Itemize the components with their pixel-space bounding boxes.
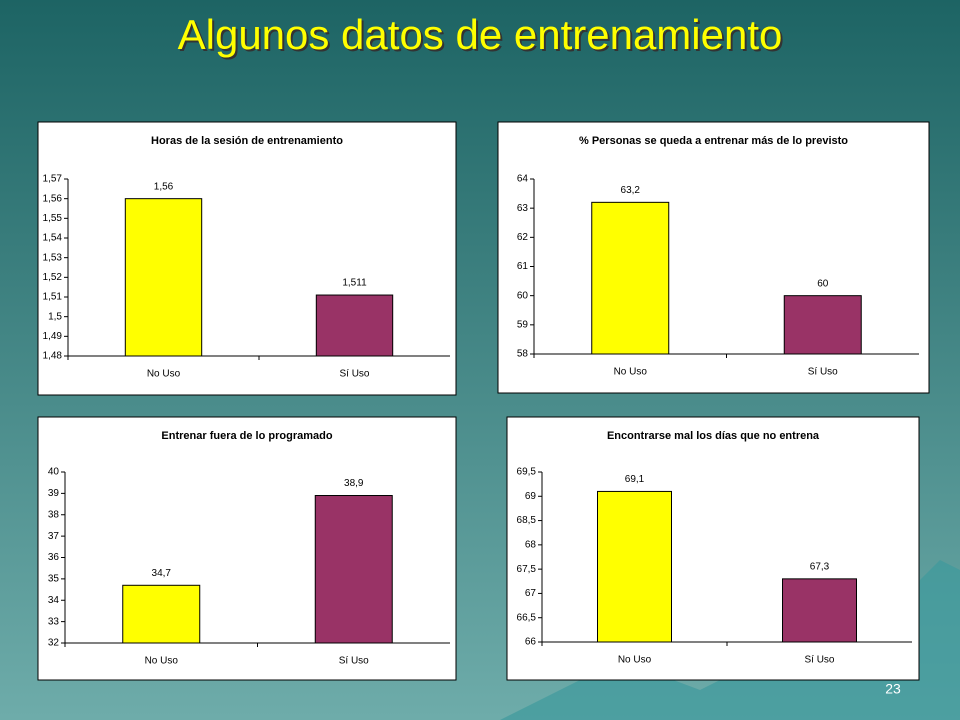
chart-box — [37, 416, 457, 681]
y-tick-label: 1,5 — [48, 311, 62, 322]
x-tick-label: Sí Uso — [339, 369, 369, 380]
y-tick-label: 69,5 — [517, 467, 537, 478]
chart-box — [497, 121, 930, 394]
y-tick-label: 1,53 — [43, 252, 63, 263]
value-label: 38,9 — [344, 478, 364, 489]
x-tick-label: Sí Uso — [804, 655, 834, 666]
y-tick-label: 36 — [48, 552, 60, 563]
y-tick-label: 32 — [48, 638, 60, 649]
y-tick-label: 1,48 — [43, 351, 63, 362]
x-tick-label: No Uso — [145, 656, 179, 667]
chart-title: Horas de la sesión de entrenamiento — [151, 135, 343, 147]
y-tick-label: 1,55 — [43, 213, 63, 224]
value-label: 1,56 — [154, 181, 174, 192]
bar — [591, 201, 670, 355]
bar — [597, 490, 672, 643]
chart-title: % Personas se queda a entrenar más de lo… — [579, 135, 848, 147]
x-tick-label: No Uso — [147, 369, 181, 380]
y-tick-label: 37 — [48, 531, 60, 542]
bar — [782, 578, 857, 643]
chart-title: Encontrarse mal los días que no entrena — [607, 430, 820, 442]
page-number: 23 — [885, 681, 901, 697]
y-tick-label: 39 — [48, 488, 60, 499]
bar — [783, 295, 862, 355]
y-tick-label: 35 — [48, 574, 60, 585]
value-label: 34,7 — [152, 568, 172, 579]
y-tick-label: 67 — [525, 588, 537, 599]
chart-box — [37, 121, 457, 396]
slide-title: Algunos datos de entrenamiento — [178, 11, 783, 58]
chart-box — [506, 416, 920, 681]
y-tick-label: 68 — [525, 539, 537, 550]
y-tick-label: 68,5 — [517, 515, 537, 526]
y-tick-label: 40 — [48, 467, 60, 478]
bar — [124, 198, 203, 357]
title-shadow: Algunos datos de entrenamiento — [180, 13, 785, 60]
y-tick-label: 1,51 — [43, 292, 63, 303]
value-label: 67,3 — [810, 561, 830, 572]
y-tick-label: 66 — [525, 637, 537, 648]
y-tick-label: 66,5 — [517, 612, 537, 623]
y-tick-label: 67,5 — [517, 564, 537, 575]
value-label: 69,1 — [625, 474, 645, 485]
y-tick-label: 62 — [517, 232, 529, 243]
y-tick-label: 34 — [48, 595, 60, 606]
y-tick-label: 33 — [48, 616, 60, 627]
value-label: 63,2 — [621, 185, 641, 196]
x-tick-label: No Uso — [614, 367, 648, 378]
y-tick-label: 58 — [517, 349, 529, 360]
y-tick-label: 59 — [517, 319, 529, 330]
x-tick-label: Sí Uso — [808, 367, 838, 378]
y-tick-label: 60 — [517, 290, 529, 301]
y-tick-label: 64 — [517, 174, 529, 185]
y-tick-label: 63 — [517, 203, 529, 214]
y-tick-label: 1,57 — [43, 174, 63, 185]
bar — [122, 584, 201, 644]
value-label: 1,511 — [342, 278, 367, 289]
y-tick-label: 1,54 — [43, 233, 63, 244]
bar — [315, 294, 394, 357]
bar — [314, 495, 393, 644]
y-tick-label: 1,52 — [43, 272, 63, 283]
y-tick-label: 1,56 — [43, 193, 63, 204]
chart-title: Entrenar fuera de lo programado — [161, 430, 332, 442]
value-label: 60 — [817, 278, 829, 289]
x-tick-label: No Uso — [618, 655, 652, 666]
y-tick-label: 61 — [517, 261, 529, 272]
y-tick-label: 38 — [48, 509, 60, 520]
x-tick-label: Sí Uso — [339, 656, 369, 667]
y-tick-label: 1,49 — [43, 331, 63, 342]
y-tick-label: 69 — [525, 491, 537, 502]
